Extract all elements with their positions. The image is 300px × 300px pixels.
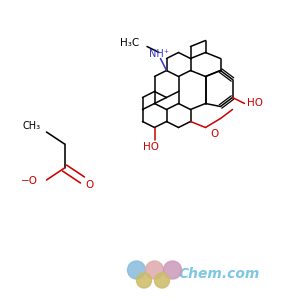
Circle shape xyxy=(146,261,164,279)
Circle shape xyxy=(136,273,152,288)
Text: CH₃: CH₃ xyxy=(22,121,40,131)
Circle shape xyxy=(128,261,146,279)
Text: O: O xyxy=(210,128,219,139)
Text: O: O xyxy=(85,179,94,190)
Text: H₃C: H₃C xyxy=(120,38,140,49)
Text: Chem.com: Chem.com xyxy=(178,268,260,281)
Circle shape xyxy=(164,261,181,279)
Text: NH⁺: NH⁺ xyxy=(149,49,169,59)
Text: HO: HO xyxy=(143,142,160,152)
Circle shape xyxy=(154,273,169,288)
Text: −O: −O xyxy=(20,176,38,187)
Text: HO: HO xyxy=(248,98,263,109)
